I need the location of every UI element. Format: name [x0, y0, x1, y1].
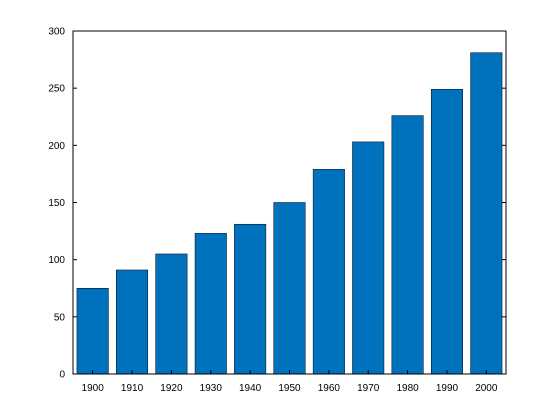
bar-2000 — [470, 52, 503, 375]
bars-group — [76, 52, 503, 375]
bar-1940 — [234, 223, 267, 375]
x-tick-label: 1970 — [357, 383, 380, 394]
bar-1900 — [76, 288, 109, 375]
x-axis-ticks: 1900 1910 1920 1930 1940 1950 1960 1970 1980 1990… — [82, 370, 498, 394]
bar-1970 — [352, 141, 385, 375]
bar-1980 — [391, 115, 424, 375]
x-tick-label: 1980 — [396, 383, 419, 394]
y-tick-label: 250 — [48, 84, 65, 95]
plot-area-frame — [72, 30, 507, 375]
x-tick-label: 1940 — [239, 383, 262, 394]
bar-1920 — [155, 253, 188, 375]
x-tick-label: 1930 — [200, 383, 223, 394]
x-tick-label: 1920 — [160, 383, 183, 394]
x-tick-label: 1990 — [436, 383, 459, 394]
bar-1990 — [430, 89, 463, 375]
y-tick-label: 300 — [48, 27, 65, 38]
y-tick-label: 200 — [48, 141, 65, 152]
y-tick-label: 0 — [59, 370, 65, 381]
bar-1930 — [194, 233, 227, 375]
y-tick-label: 150 — [48, 198, 65, 209]
y-tick-label: 50 — [54, 312, 66, 323]
x-tick-label: 1910 — [121, 383, 144, 394]
bar-1960 — [312, 169, 345, 375]
x-tick-label: 1950 — [278, 383, 301, 394]
x-tick-label: 2000 — [475, 383, 498, 394]
x-tick-label: 1960 — [318, 383, 341, 394]
bar-1950 — [273, 202, 306, 375]
bar-1910 — [116, 269, 149, 375]
y-axis-ticks: 0 50 100 150 200 250 300 — [48, 27, 506, 381]
y-tick-label: 100 — [48, 255, 65, 266]
x-tick-label: 1900 — [82, 383, 105, 394]
